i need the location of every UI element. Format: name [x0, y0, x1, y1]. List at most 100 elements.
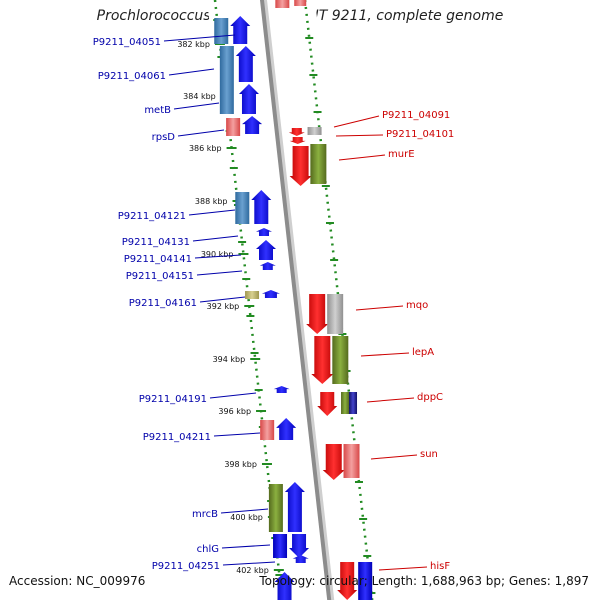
gene-pink: [343, 444, 360, 478]
gene-label-minus: metB: [144, 105, 171, 116]
gene-arrow-blue: [230, 16, 251, 44]
gene-arrow-blue: [274, 572, 295, 600]
gene-arrow-blue: [261, 290, 280, 298]
gene-steel: [214, 18, 229, 44]
kbp-tick-label: 382 kbp: [177, 40, 210, 49]
kbp-tick-label: 392 kbp: [207, 302, 240, 311]
leader-line-minus: [209, 392, 257, 399]
leader-line-minus: [194, 254, 242, 259]
gene-olive: [268, 484, 283, 532]
gene-arrow-red: [288, 128, 305, 136]
gene-arrow-blue: [273, 386, 290, 393]
gene-label-minus: chlG: [197, 544, 219, 555]
gene-arrow-red: [289, 137, 306, 144]
gene-pink: [275, 0, 290, 8]
gene-olive: [310, 144, 327, 184]
gene-olive: [332, 336, 349, 384]
gene-label-minus: P9211_04151: [126, 271, 194, 282]
gene-label-minus: P9211_04251: [152, 561, 220, 572]
leader-line-plus: [338, 154, 386, 161]
gene-label-plus: mqo: [406, 300, 428, 311]
gene-label-plus: P9211_04091: [382, 110, 450, 121]
backbone: [259, 0, 332, 600]
gene-arrow-blue: [256, 240, 276, 260]
gene-label-plus: P9211_04101: [386, 129, 454, 140]
gene-label-minus: P9211_04121: [118, 211, 186, 222]
features-layer: [214, 0, 373, 600]
gene-arrow-blue: [255, 228, 272, 236]
gene-steel: [219, 46, 234, 114]
gene-pink: [226, 118, 241, 136]
gene-label-plus: hisF: [430, 561, 450, 572]
gene-arrow-red: [289, 146, 312, 186]
leader-line-minus: [192, 235, 239, 242]
gene-label-minus: mrcB: [192, 509, 218, 520]
kbp-tick-label: 398 kbp: [224, 460, 257, 469]
leader-line-minus: [177, 129, 225, 137]
gene-arrow-blue: [289, 534, 310, 558]
gene-arrow-blue: [251, 190, 272, 224]
gene-arrow-blue: [284, 482, 305, 532]
gene-label-minus: P9211_04211: [143, 432, 211, 443]
gene-label-plus: murE: [388, 149, 415, 160]
gene-steel: [235, 192, 250, 224]
gene-arrow-red: [317, 392, 338, 416]
leader-line-minus: [188, 209, 236, 216]
left-dotted-track: [213, 0, 284, 600]
gene-arrow-blue: [292, 555, 309, 563]
gene-label-minus: P9211_04131: [122, 237, 190, 248]
gene-label-plus: sun: [420, 449, 438, 460]
genome-stats-text: Topology: circular; Length: 1,688,963 bp…: [259, 574, 589, 588]
leader-line-plus: [333, 115, 380, 128]
kbp-tick-label: 394 kbp: [213, 355, 246, 364]
leader-line-minus: [199, 296, 246, 303]
leader-line-minus: [168, 68, 215, 76]
leader-line-minus: [213, 432, 261, 437]
gene-label-minus: P9211_04191: [139, 394, 207, 405]
gene-khaki: [245, 291, 260, 299]
leader-line-plus: [360, 352, 410, 357]
gene-pink: [294, 0, 307, 6]
gene-arrow-red: [337, 562, 358, 600]
kbp-tick-label: 390 kbp: [201, 250, 234, 259]
leader-line-plus: [366, 397, 415, 403]
kbp-tick-label: 400 kbp: [230, 513, 263, 522]
gene-arrow-blue: [276, 418, 297, 440]
leader-line-plus: [370, 454, 418, 460]
gene-pink: [260, 420, 275, 440]
gene-blue: [358, 562, 373, 600]
accession-text: Accession: NC_009976: [9, 574, 146, 588]
gene-olive: [341, 392, 350, 414]
gene-label-minus: P9211_04141: [124, 254, 192, 265]
gene-arrow-red: [306, 294, 329, 334]
kbp-tick-label: 388 kbp: [195, 197, 228, 206]
kbp-tick-label: 386 kbp: [189, 144, 222, 153]
leader-line-minus: [220, 508, 269, 514]
kbp-tick-label: 396 kbp: [218, 407, 251, 416]
gene-label-minus: rpsD: [152, 132, 176, 143]
gene-arrow-blue: [235, 46, 256, 82]
gene-gray: [327, 294, 344, 334]
leader-line-minus: [221, 544, 271, 549]
leader-line-minus: [222, 561, 276, 566]
leader-line-plus: [355, 305, 404, 311]
kbp-tick-label: 402 kbp: [236, 566, 269, 575]
gene-label-minus: P9211_04161: [129, 298, 197, 309]
gene-label-plus: lepA: [412, 347, 434, 358]
gene-label-plus: dppC: [417, 392, 443, 403]
gene-navy: [349, 392, 358, 414]
leader-line-plus: [335, 134, 384, 137]
gene-blue: [273, 534, 288, 558]
leader-line-minus: [163, 34, 236, 42]
gene-gray: [307, 127, 322, 135]
gene-arrow-blue: [242, 116, 263, 134]
kbp-tick-label: 384 kbp: [183, 92, 216, 101]
gene-arrow-blue: [238, 84, 259, 114]
labels-layer: 382 kbp 384 kbp 386 kbp 388 kbp 390 kbp 392 k…: [93, 34, 454, 575]
gene-arrow-red: [311, 336, 334, 384]
leader-line-minus: [173, 102, 220, 110]
gene-label-minus: P9211_04051: [93, 37, 161, 48]
gene-arrow-red: [322, 444, 345, 480]
gene-label-minus: P9211_04061: [98, 71, 166, 82]
